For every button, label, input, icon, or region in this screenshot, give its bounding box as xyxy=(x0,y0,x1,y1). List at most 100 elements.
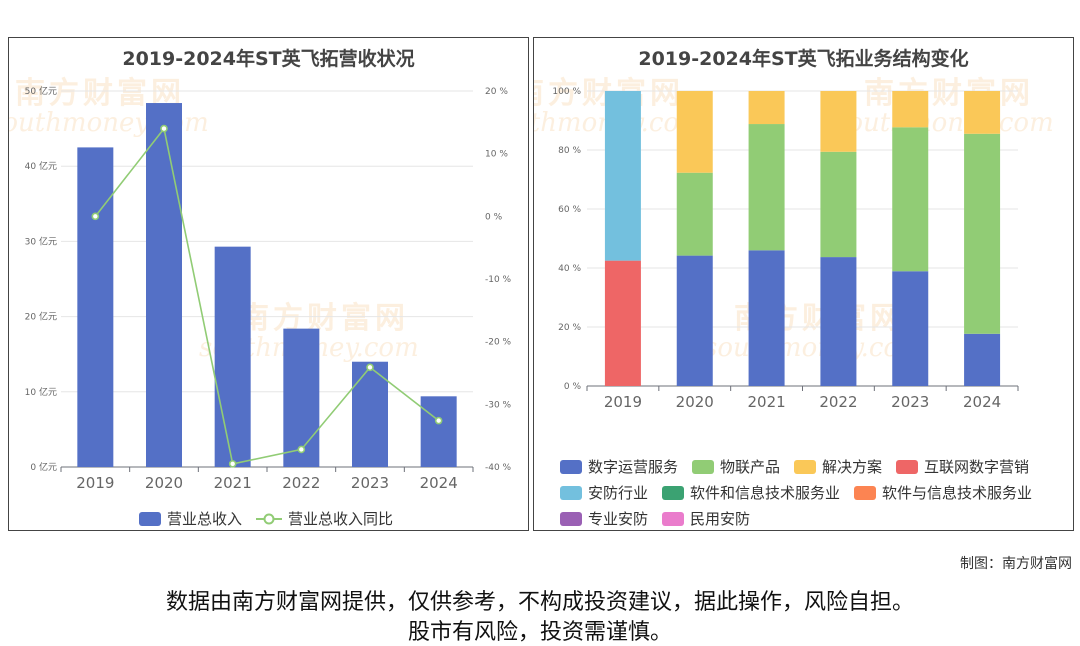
bar-revenue xyxy=(214,246,251,467)
x-tick-label: 2024 xyxy=(963,393,1001,411)
legend-item[interactable]: 互联网数字营销 xyxy=(896,456,1029,477)
point-yoy xyxy=(160,124,168,133)
legend-item-yoy[interactable]: 营业总收入同比 xyxy=(256,508,393,529)
x-tick-label: 2019 xyxy=(76,474,114,492)
legend-label: 数字运营服务 xyxy=(588,458,679,476)
y-right-tick-label: 10 % xyxy=(485,150,508,160)
y-tick-label: 0 % xyxy=(564,382,582,392)
chart-title: 2019-2024年ST英飞拓业务结构变化 xyxy=(638,48,969,70)
legend-label: 营业总收入同比 xyxy=(288,510,394,528)
bar-revenue xyxy=(283,328,320,467)
bar-segment xyxy=(892,127,929,272)
x-tick-label: 2020 xyxy=(145,474,183,492)
legend-item[interactable]: 专业安防 xyxy=(560,508,648,529)
line-yoy xyxy=(94,126,440,465)
x-tick-label: 2022 xyxy=(819,393,857,411)
y-right-tick-label: -30 % xyxy=(485,400,512,410)
x-tick-label: 2023 xyxy=(891,393,929,411)
bar-revenue xyxy=(352,361,388,467)
legend-swatch xyxy=(560,511,582,526)
x-tick-label: 2024 xyxy=(420,474,458,492)
bar-revenue xyxy=(420,396,457,467)
bar-segment xyxy=(676,255,713,386)
bar-segment xyxy=(892,271,929,386)
legend-swatch xyxy=(896,459,919,474)
point-yoy xyxy=(297,445,306,454)
chart-credit: 制图：南方财富网 xyxy=(960,556,1072,572)
y-left-tick-label: 20 亿元 xyxy=(25,311,57,323)
bar-segment xyxy=(820,91,857,152)
y-left-tick-label: 0 亿元 xyxy=(30,461,57,473)
bar-segment xyxy=(748,124,785,251)
bar-segment xyxy=(892,91,929,128)
legend-swatch xyxy=(662,511,685,526)
legend-item-revenue[interactable]: 营业总收入 xyxy=(139,508,242,529)
legend-item[interactable]: 数字运营服务 xyxy=(560,456,678,477)
legend-label: 民用安防 xyxy=(690,510,751,528)
y-right-tick-label: 0 % xyxy=(485,212,503,222)
y-tick-label: 80 % xyxy=(558,146,581,156)
bar-segment xyxy=(676,172,713,256)
revenue-chart-svg: 0 亿元 10 亿元 20 亿元 30 亿元 40 亿元 50 亿元 -40 % -30 % -… xyxy=(25,85,512,492)
legend-line-marker xyxy=(256,513,283,524)
legend-item[interactable]: 软件与信息技术服务业 xyxy=(854,482,1032,503)
point-yoy xyxy=(91,212,100,221)
legend-item[interactable]: 民用安防 xyxy=(662,508,750,529)
x-tick-label: 2019 xyxy=(604,393,642,411)
bar-revenue xyxy=(146,103,182,468)
y-right-tick-label: -10 % xyxy=(485,275,512,285)
y-right-tick-label: 20 % xyxy=(485,87,508,97)
bar-segment xyxy=(964,133,1001,334)
legend-label: 互联网数字营销 xyxy=(924,458,1030,476)
revenue-chart-panel: 南方财富网 southmoney.com 南方财富网 southmoney.co… xyxy=(8,37,529,531)
x-tick-label: 2022 xyxy=(282,474,320,492)
y-left-tick-label: 50 亿元 xyxy=(25,85,57,97)
x-tick-label: 2020 xyxy=(676,393,714,411)
bar-revenue xyxy=(77,147,114,467)
bar-segment xyxy=(820,151,857,258)
disclaimer-line-2: 股市有风险，投资需谨慎。 xyxy=(407,620,672,645)
bar-segment xyxy=(964,333,1001,386)
y-right-tick-label: -40 % xyxy=(485,463,512,473)
x-tick-label: 2021 xyxy=(214,474,252,492)
bar-segment xyxy=(676,91,713,173)
y-tick-label: 20 % xyxy=(558,323,581,333)
business-structure-panel: 南方财富网 southmoney.com 南方财富网 southmoney.co… xyxy=(533,37,1074,531)
legend-swatch xyxy=(662,485,685,500)
legend-swatch xyxy=(794,459,817,474)
y-right-tick-label: -20 % xyxy=(485,338,512,348)
bar-segment xyxy=(604,260,641,386)
disclaimer-line-1: 数据由南方财富网提供，仅供参考，不构成投资建议，据此操作，风险自担。 xyxy=(165,590,914,615)
legend-swatch xyxy=(560,485,582,500)
legend-swatch xyxy=(854,485,877,500)
legend-label: 安防行业 xyxy=(588,484,649,502)
point-yoy xyxy=(434,416,443,425)
legend-row: 专业安防 民用安防 xyxy=(560,508,764,529)
legend-row: 安防行业 软件和信息技术服务业 软件与信息技术服务业 xyxy=(560,482,1046,503)
legend-swatch xyxy=(560,459,582,474)
y-left-tick-label: 40 亿元 xyxy=(25,160,57,172)
bar-segment xyxy=(604,91,641,261)
chart-title: 2019-2024年ST英飞拓营收状况 xyxy=(122,48,415,70)
point-yoy xyxy=(228,460,237,468)
legend-item[interactable]: 物联产品 xyxy=(692,456,780,477)
legend-label: 物联产品 xyxy=(720,458,781,476)
y-left-tick-label: 10 亿元 xyxy=(25,386,57,398)
y-tick-label: 40 % xyxy=(558,264,581,274)
legend-label: 专业安防 xyxy=(588,510,649,528)
legend-item[interactable]: 解决方案 xyxy=(794,456,882,477)
legend-label: 解决方案 xyxy=(822,458,883,476)
business-structure-svg: 0 % 20 % 40 % 60 % 80 % 100 % 2019 2020 2021 2022… xyxy=(552,87,1019,411)
legend-swatch xyxy=(692,459,715,474)
x-tick-label: 2023 xyxy=(351,474,389,492)
legend-swatch xyxy=(139,511,161,526)
bar-segment xyxy=(748,250,785,386)
y-tick-label: 100 % xyxy=(552,87,581,97)
x-tick-label: 2021 xyxy=(747,393,785,411)
legend-item[interactable]: 软件和信息技术服务业 xyxy=(662,482,840,503)
legend-label: 软件与信息技术服务业 xyxy=(882,484,1033,502)
y-tick-label: 60 % xyxy=(558,205,581,215)
bar-segment xyxy=(748,91,785,125)
legend-item[interactable]: 安防行业 xyxy=(560,482,648,503)
y-left-tick-label: 30 亿元 xyxy=(25,235,57,247)
